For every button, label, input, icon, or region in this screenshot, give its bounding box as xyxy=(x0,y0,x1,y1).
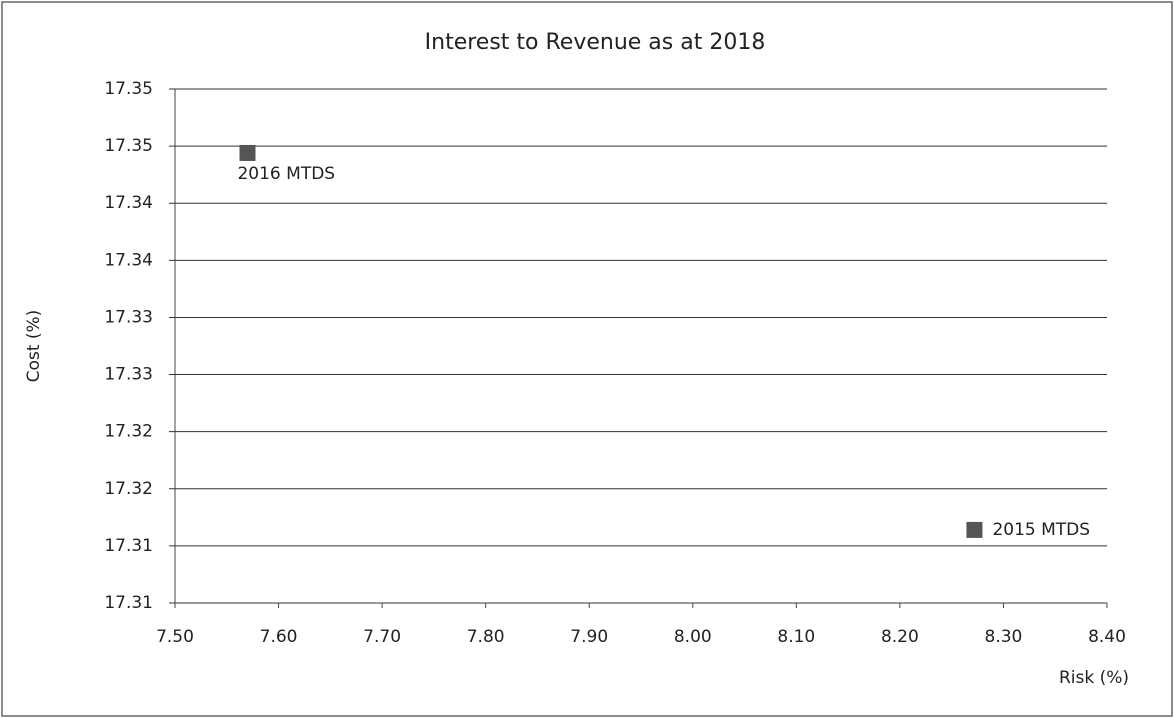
x-tick-label: 7.70 xyxy=(363,627,401,647)
y-tick-label: 17.34 xyxy=(104,193,153,213)
x-tick-label: 8.00 xyxy=(674,627,712,647)
x-tick-label: 7.60 xyxy=(260,627,298,647)
y-tick-label: 17.33 xyxy=(104,365,153,385)
chart-title: Interest to Revenue as at 2018 xyxy=(425,30,766,55)
y-tick-label: 17.35 xyxy=(104,136,153,156)
x-tick-label: 7.80 xyxy=(467,627,505,647)
y-axis-label: Cost (%) xyxy=(24,310,44,383)
x-tick-label: 8.30 xyxy=(985,627,1023,647)
x-tick-label: 8.20 xyxy=(881,627,919,647)
x-tick-label: 7.50 xyxy=(156,627,194,647)
data-point xyxy=(966,521,983,538)
point-label: 2015 MTDS xyxy=(992,520,1090,540)
y-tick-label: 17.32 xyxy=(104,479,153,499)
y-tick-label: 17.32 xyxy=(104,422,153,442)
y-tick-label: 17.31 xyxy=(104,593,153,613)
y-tick-label: 17.34 xyxy=(104,250,153,270)
x-axis-label: Risk (%) xyxy=(1059,668,1129,688)
data-point xyxy=(239,144,256,161)
x-tick-label: 8.40 xyxy=(1088,627,1126,647)
y-tick-label: 17.35 xyxy=(104,79,153,99)
y-tick-label: 17.31 xyxy=(104,536,153,556)
x-tick-label: 7.90 xyxy=(570,627,608,647)
y-tick-label: 17.33 xyxy=(104,307,153,327)
point-label: 2016 MTDS xyxy=(237,164,335,184)
x-tick-label: 8.10 xyxy=(777,627,815,647)
